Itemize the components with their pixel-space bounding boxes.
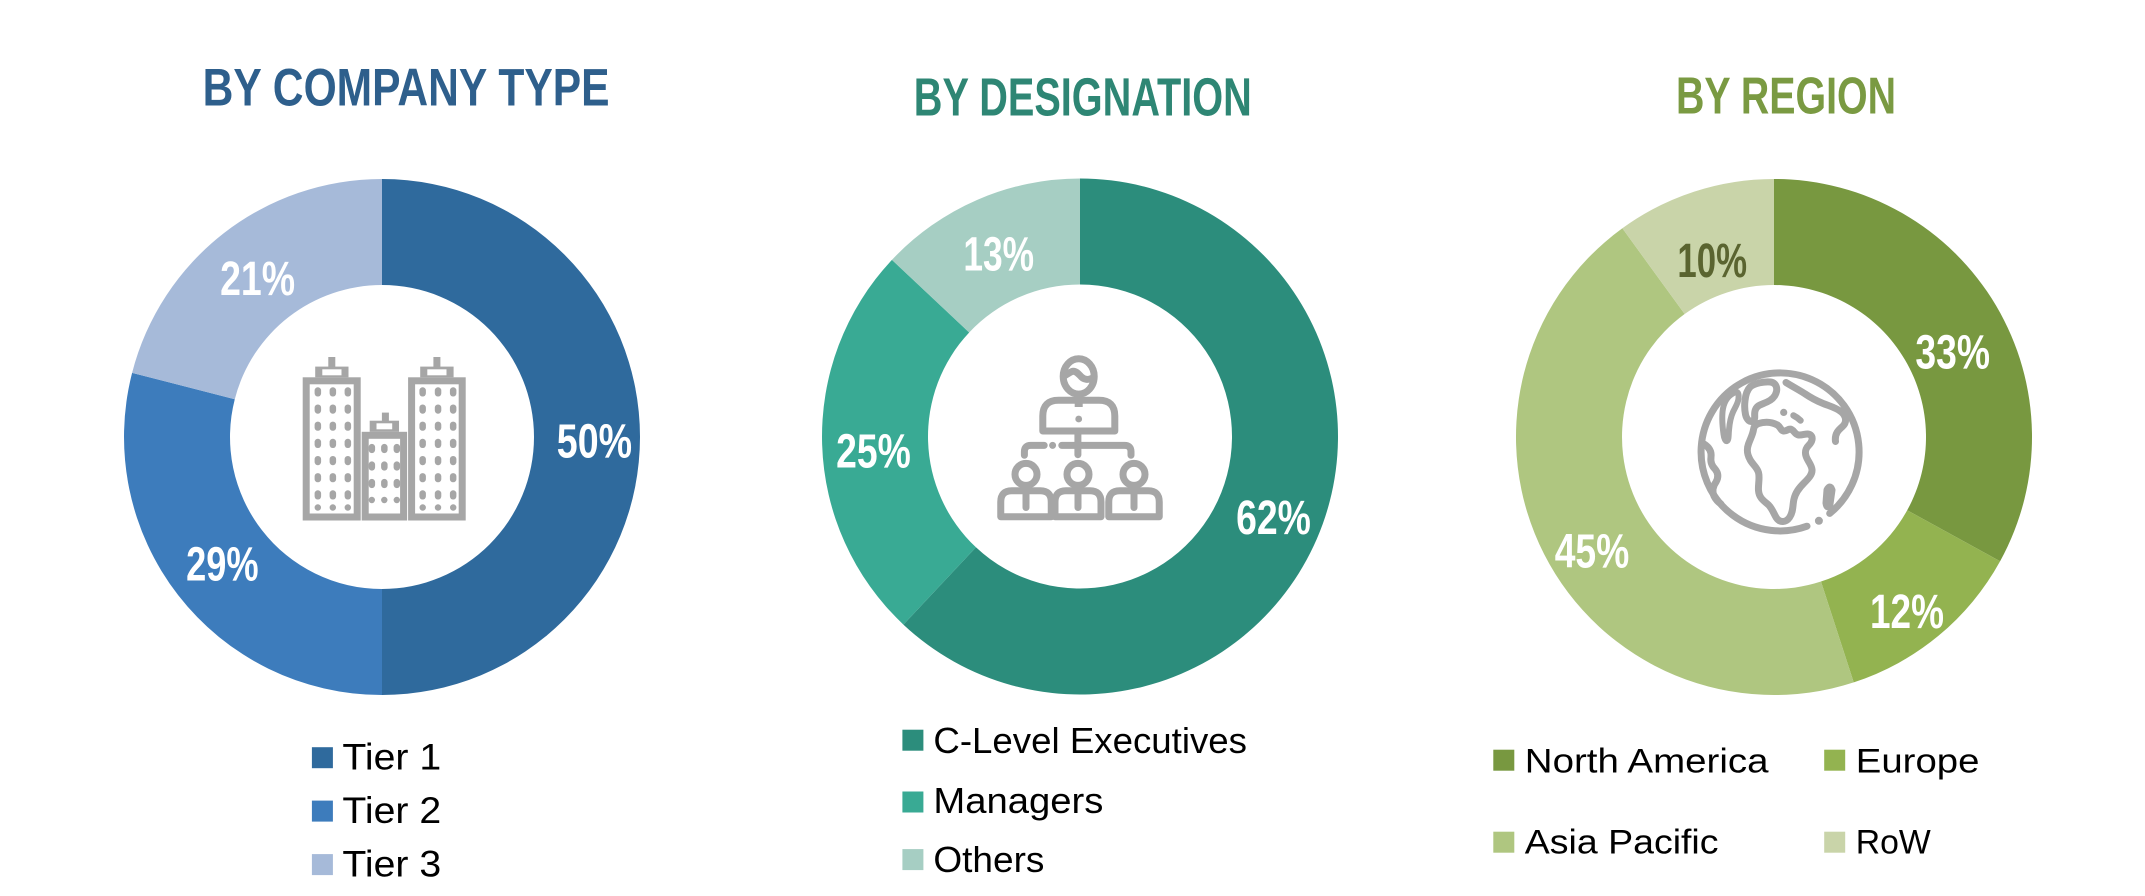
- svg-text:Tier 1: Tier 1: [342, 737, 441, 778]
- svg-text:Europe: Europe: [1856, 743, 1980, 781]
- svg-text:BY REGION: BY REGION: [1676, 68, 1896, 126]
- svg-text:50%: 50%: [557, 415, 632, 468]
- svg-text:North America: North America: [1525, 743, 1770, 781]
- svg-text:BY DESIGNATION: BY DESIGNATION: [914, 68, 1252, 128]
- svg-text:BY COMPANY TYPE: BY COMPANY TYPE: [203, 58, 610, 117]
- svg-text:10%: 10%: [1677, 235, 1747, 288]
- svg-text:12%: 12%: [1870, 586, 1944, 639]
- svg-text:33%: 33%: [1915, 327, 1990, 380]
- svg-text:45%: 45%: [1555, 525, 1630, 578]
- svg-text:RoW: RoW: [1856, 823, 1931, 861]
- svg-text:C-Level Executives: C-Level Executives: [933, 720, 1247, 761]
- svg-text:21%: 21%: [220, 253, 295, 306]
- svg-text:Asia Pacific: Asia Pacific: [1525, 823, 1719, 861]
- svg-text:62%: 62%: [1236, 492, 1311, 545]
- svg-text:Others: Others: [933, 839, 1044, 880]
- svg-text:29%: 29%: [186, 539, 259, 592]
- svg-text:Managers: Managers: [933, 780, 1103, 821]
- svg-text:13%: 13%: [963, 228, 1034, 281]
- svg-text:Tier 3: Tier 3: [342, 844, 441, 885]
- svg-text:25%: 25%: [836, 426, 911, 479]
- svg-text:Tier 2: Tier 2: [342, 790, 441, 831]
